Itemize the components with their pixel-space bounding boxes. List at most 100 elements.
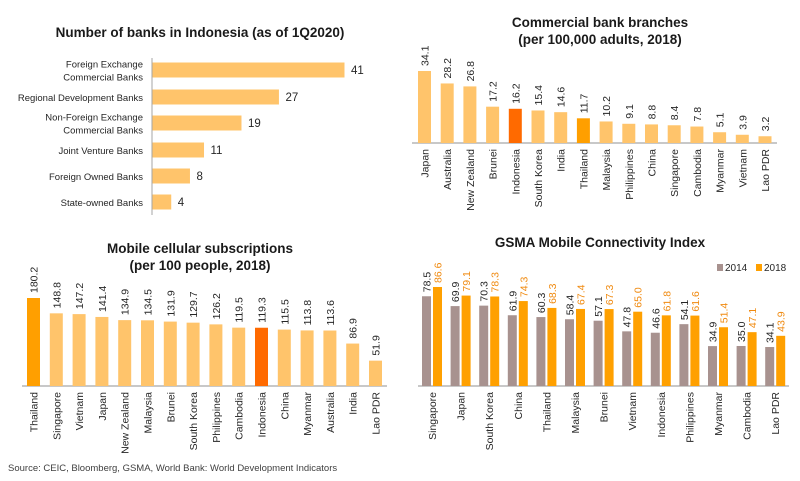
mobile-category-label: Australia	[325, 392, 337, 433]
branches-bar	[508, 108, 522, 143]
banks-chart-title: Number of banks in Indonesia (as of 1Q20…	[0, 24, 400, 41]
gsma-value-label-2018: 79.1	[461, 271, 473, 292]
mobile-value-label: 129.7	[188, 291, 200, 317]
gsma-value-label-2018: 61.6	[690, 291, 702, 312]
mobile-chart-title: Mobile cellular subscriptions (per 100 pe…	[0, 240, 400, 274]
gsma-category-label: Singapore	[427, 392, 439, 440]
banks-category-label: State-owned Banks	[61, 198, 144, 209]
mobile-category-label: Myanmar	[302, 392, 314, 436]
mobile-value-label: 131.9	[165, 290, 177, 316]
gsma-bar-2014	[622, 331, 632, 386]
banks-category-label: Commercial Banks	[63, 126, 143, 137]
branches-bar	[463, 86, 477, 143]
mobile-bar	[277, 329, 291, 386]
gsma-value-label-2014: 35.0	[736, 321, 748, 342]
gsma-bar-2018	[547, 307, 557, 386]
gsma-bar-2018	[661, 315, 671, 386]
gsma-bar-2018	[776, 335, 786, 386]
gsma-category-label: Cambodia	[742, 392, 754, 440]
banks-bar	[152, 89, 279, 105]
mobile-category-label: South Korea	[188, 392, 200, 451]
branches-category-label: Brunei	[488, 149, 500, 179]
branches-bar	[622, 123, 636, 143]
gsma-bar-2014	[479, 305, 489, 386]
branches-bar	[690, 126, 704, 143]
gsma-bar-2018	[518, 301, 528, 386]
mobile-value-label: 119.5	[234, 297, 246, 323]
gsma-value-label-2014: 70.3	[479, 281, 491, 302]
mobile-category-label: Japan	[97, 392, 109, 421]
gsma-value-label-2018: 43.9	[776, 311, 788, 332]
branches-category-label: Philippines	[624, 149, 636, 200]
gsma-bar-2014	[593, 320, 603, 386]
chart-title-line: (per 100,000 adults, 2018)	[518, 32, 682, 47]
gsma-value-label-2018: 68.3	[547, 283, 559, 304]
banks-value-label: 41	[351, 65, 364, 77]
gsma-bar-2014	[536, 317, 546, 386]
mobile-bar	[27, 298, 40, 386]
branches-bar	[735, 134, 749, 143]
gsma-category-label: South Korea	[484, 392, 496, 451]
gsma-bar-2014	[565, 319, 574, 386]
chart-title-line: (per 100 people, 2018)	[129, 258, 271, 273]
banks-bar	[152, 194, 172, 210]
gsma-category-label: Malaysia	[570, 392, 582, 434]
branches-value-label: 28.2	[442, 58, 454, 79]
gsma-bar-2014	[507, 315, 517, 386]
mobile-value-label: 115.5	[279, 299, 291, 325]
branches-category-label: Malaysia	[601, 149, 613, 191]
branches-value-label: 8.4	[669, 106, 681, 121]
gsma-value-label-2014: 54.1	[679, 300, 691, 321]
mobile-value-label: 180.2	[29, 267, 41, 293]
gsma-bar-2014	[765, 347, 775, 386]
gsma-bar-2014	[650, 332, 660, 386]
gsma-value-label-2014: 78.5	[422, 272, 434, 293]
branches-value-label: 11.7	[578, 93, 590, 113]
branches-value-label: 3.2	[760, 116, 772, 131]
branches-value-label: 15.4	[533, 85, 545, 106]
branches-category-label: Indonesia	[510, 149, 522, 195]
chart-title-line: GSMA Mobile Connectivity Index	[494, 235, 706, 250]
mobile-category-label: Philippines	[211, 392, 223, 443]
gsma-value-label-2018: 74.3	[518, 276, 530, 297]
branches-bar	[486, 106, 500, 143]
gsma-bar-2018	[604, 309, 614, 386]
branches-category-label: India	[556, 149, 568, 172]
mobile-value-label: 113.8	[302, 300, 314, 326]
gsma-bar-2018	[633, 311, 643, 386]
banks-category-label: Non-Foreign Exchange	[45, 113, 143, 124]
mobile-bar	[141, 320, 154, 386]
branches-bar	[531, 110, 545, 143]
branches-category-label: Cambodia	[692, 149, 704, 197]
branches-value-label: 9.1	[624, 104, 636, 119]
branches-bar	[418, 71, 431, 143]
gsma-bar-2018	[747, 332, 757, 386]
gsma-value-label-2014: 60.3	[536, 292, 548, 313]
banks-category-label: Regional Development Banks	[18, 93, 143, 104]
mobile-value-label: 51.9	[371, 335, 383, 356]
gsma-bar-2018	[490, 296, 500, 386]
branches-bar	[645, 124, 658, 143]
mobile-bar	[49, 313, 63, 386]
banks-bar	[152, 115, 242, 131]
branches-bar	[554, 112, 568, 143]
mobile-bar	[72, 314, 86, 386]
banks-value-label: 8	[196, 171, 202, 183]
chart-title-line: Number of banks in Indonesia (as of 1Q20…	[55, 25, 345, 40]
banks-bar	[152, 168, 190, 184]
branches-value-label: 10.2	[601, 96, 613, 117]
gsma-value-label-2014: 47.8	[622, 307, 634, 328]
mobile-bar	[300, 330, 314, 386]
legend-label-2014: 2014	[725, 263, 748, 274]
mobile-category-label: India	[348, 392, 360, 415]
branches-category-label: Singapore	[669, 149, 681, 197]
mobile-value-label: 126.2	[211, 293, 223, 319]
banks-category-label: Foreign Exchange	[66, 60, 143, 71]
gsma-category-label: Thailand	[541, 392, 553, 432]
gsma-bar-2018	[719, 327, 728, 386]
mobile-category-label: Vietnam	[74, 392, 86, 431]
banks-bar	[152, 62, 345, 78]
gsma-bar-2014	[450, 306, 460, 386]
branches-category-label: Japan	[420, 149, 432, 178]
